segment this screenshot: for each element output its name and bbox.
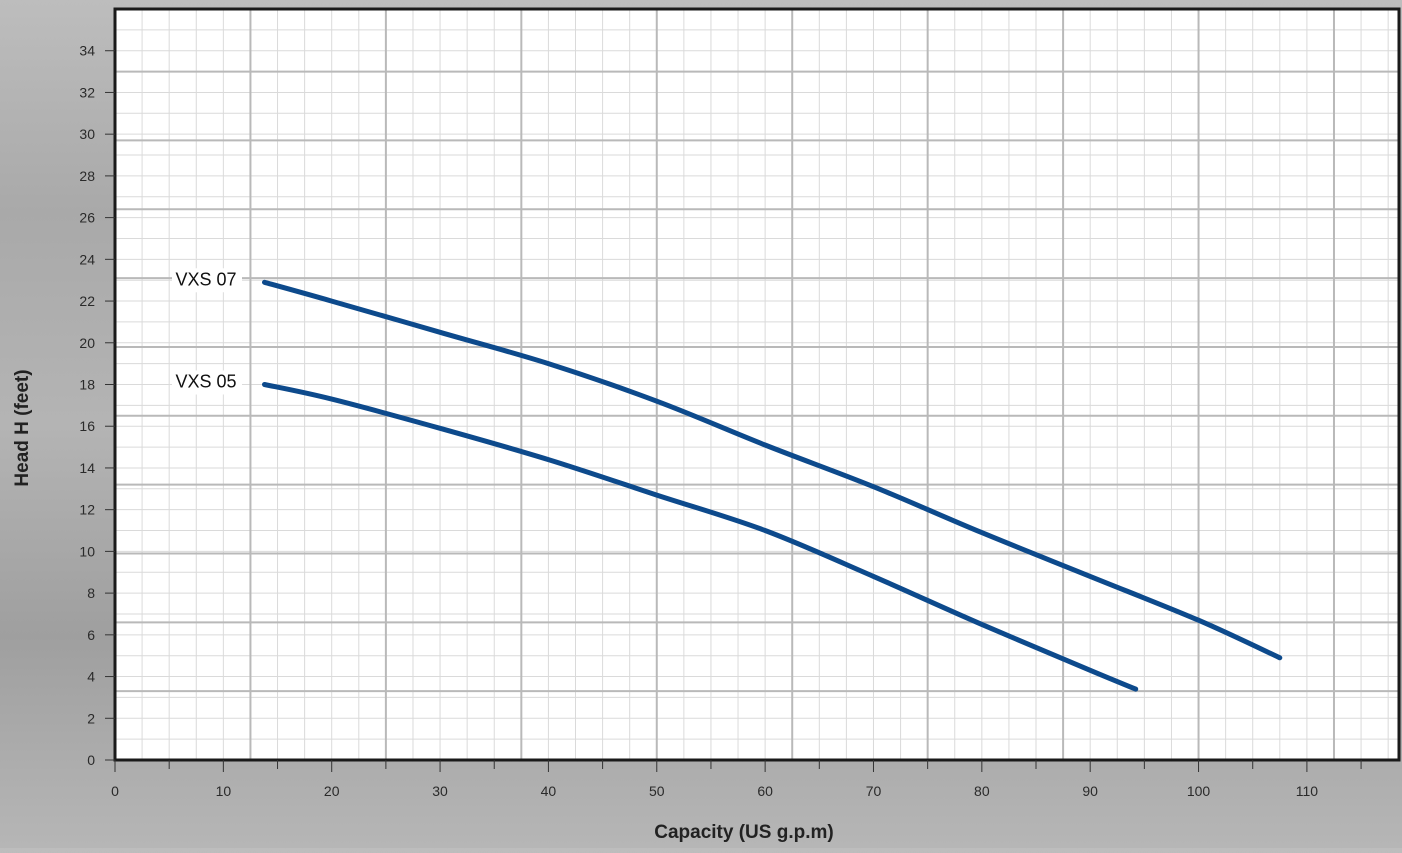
y-axis-label: Head H (feet): [12, 369, 33, 486]
y-tick-label: 4: [87, 669, 95, 685]
x-tick-label: 100: [1187, 783, 1211, 799]
y-tick-label: 18: [79, 377, 95, 393]
series-line: [262, 382, 1139, 692]
series-layer: VXS 07 VXS 05: [172, 268, 1283, 692]
series-label-background: [172, 370, 242, 395]
y-tick-label: 8: [87, 585, 95, 601]
y-tick-label: 16: [79, 418, 95, 434]
x-tick-label: 20: [324, 783, 340, 799]
minor-gridlines: [115, 9, 1399, 760]
y-tick-label: 6: [87, 627, 95, 643]
x-tick-label: 60: [757, 783, 773, 799]
y-tick-label: 26: [79, 210, 95, 226]
series-line: [262, 279, 1283, 661]
major-gridlines: [115, 9, 1399, 760]
y-tick-label: 20: [79, 335, 95, 351]
x-axis-label: Capacity (US g.p.m): [654, 822, 833, 843]
series-label: VXS 05: [175, 372, 236, 392]
y-tick-label: 32: [79, 84, 95, 100]
y-tick-label: 2: [87, 710, 95, 726]
y-tick-label: 10: [79, 543, 95, 559]
y-tick-label: 14: [79, 460, 95, 476]
y-tick-label: 28: [79, 168, 95, 184]
y-tick-label: 34: [79, 43, 95, 59]
y-tick-label: 30: [79, 126, 95, 142]
x-tick-label: 40: [541, 783, 557, 799]
y-tick-label: 22: [79, 293, 95, 309]
x-tick-label: 50: [649, 783, 665, 799]
y-tick-label: 24: [79, 251, 95, 267]
x-tick-label: 10: [216, 783, 232, 799]
x-tick-label: 0: [111, 783, 119, 799]
y-tick-label: 0: [87, 752, 95, 768]
series-label: VXS 07: [175, 269, 236, 289]
x-tick-label: 70: [866, 783, 882, 799]
series-label-background: [172, 268, 242, 293]
x-tick-label: 110: [1296, 783, 1319, 799]
x-tick-label: 90: [1082, 783, 1098, 799]
x-tick-label: 30: [432, 783, 448, 799]
x-tick-label: 80: [974, 783, 990, 799]
y-tick-label: 12: [79, 502, 95, 518]
